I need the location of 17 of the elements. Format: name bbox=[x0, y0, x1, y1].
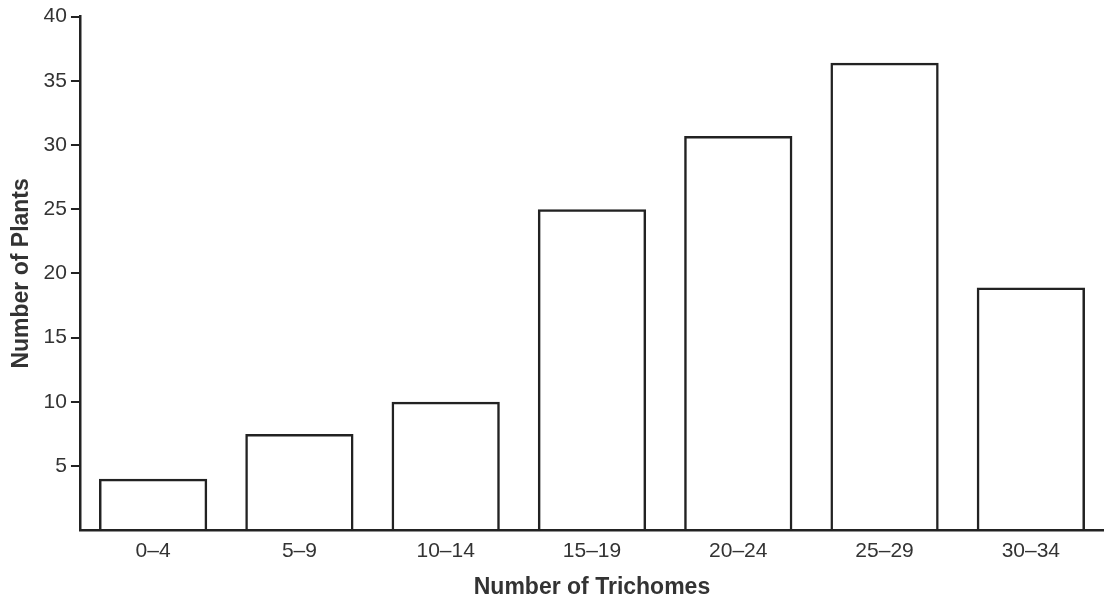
y-tick-label: 40 bbox=[43, 3, 67, 27]
x-tick-label: 15–19 bbox=[562, 537, 622, 561]
x-tick-label: 20–24 bbox=[709, 537, 768, 561]
y-tick-label: 15 bbox=[43, 324, 67, 348]
y-tick-label: 5 bbox=[55, 452, 67, 476]
y-tick-label: 25 bbox=[43, 196, 67, 219]
y-tick-label: 10 bbox=[43, 388, 67, 412]
y-tick-label: 35 bbox=[43, 67, 67, 91]
x-axis-title: Number of Trichomes bbox=[473, 572, 711, 599]
x-tick-label: 0–4 bbox=[135, 537, 171, 561]
x-tick-label: 25–29 bbox=[855, 537, 914, 561]
x-tick-label: 10–14 bbox=[416, 537, 476, 561]
x-tick-label: 30–34 bbox=[1001, 537, 1061, 561]
y-axis-title: Number of Plants bbox=[7, 178, 34, 369]
y-tick-label: 30 bbox=[43, 131, 67, 155]
y-tick-label: 20 bbox=[43, 260, 67, 284]
x-tick-label: 5–9 bbox=[281, 537, 317, 561]
